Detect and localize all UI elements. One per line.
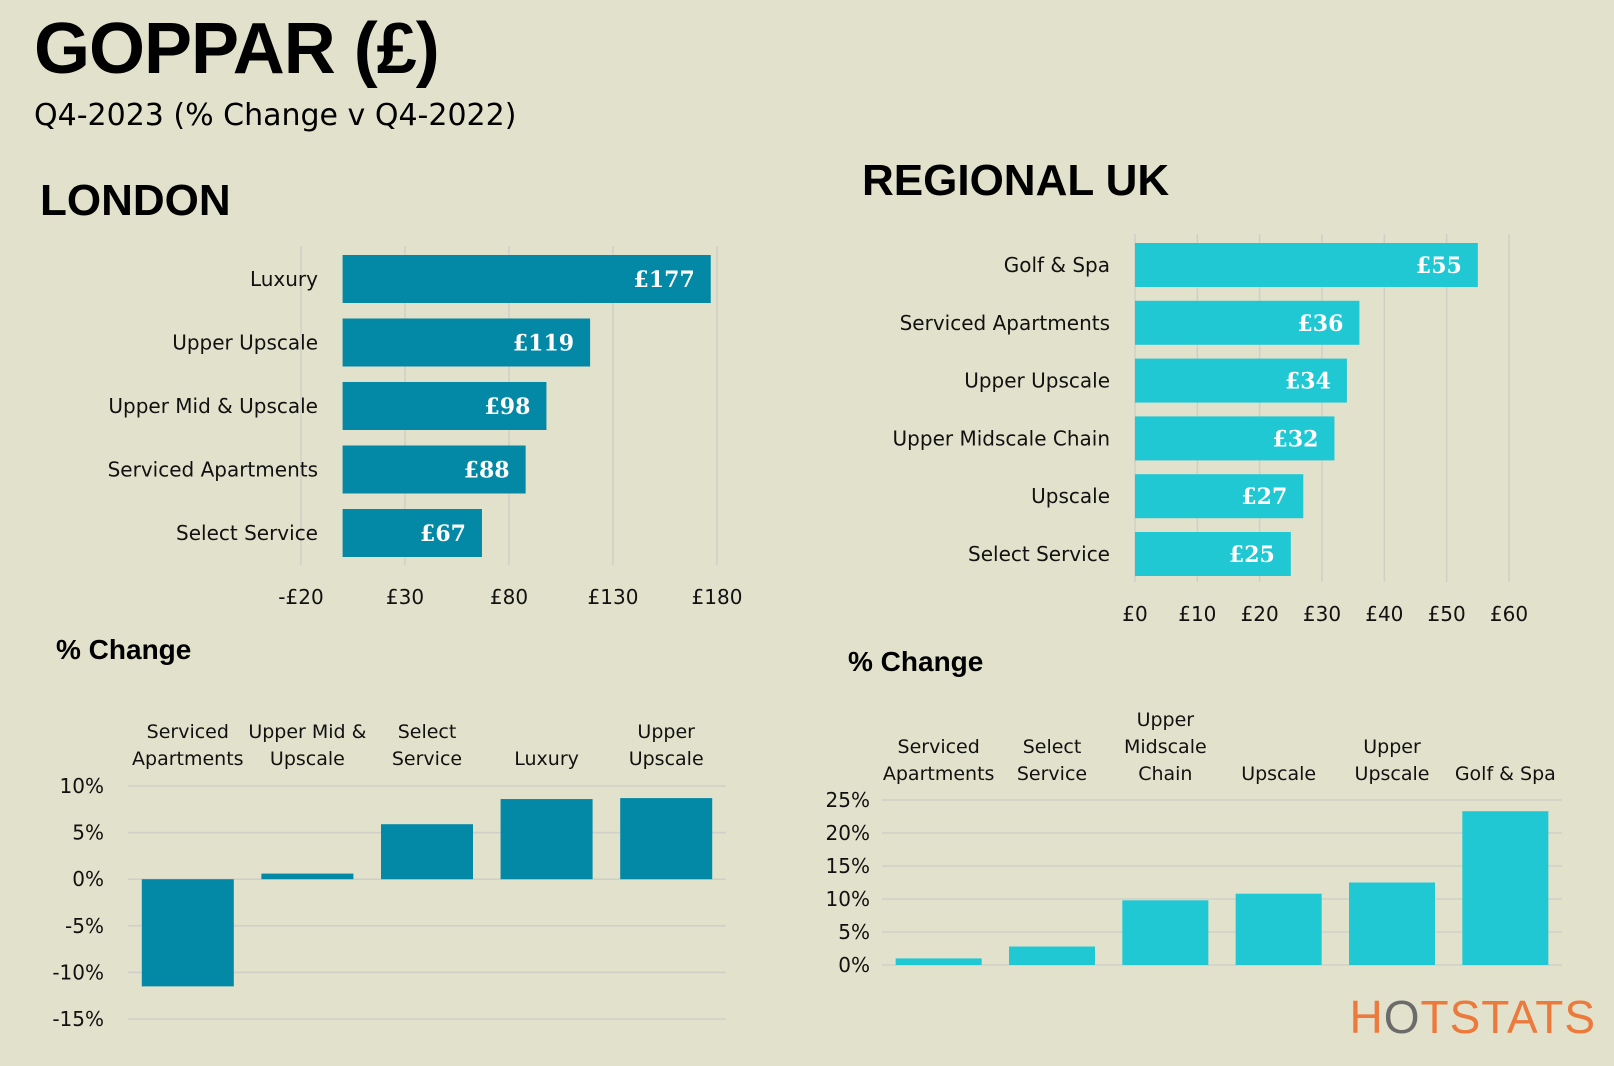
regional-change-category-label: Upscale bbox=[1241, 763, 1316, 785]
logo-text-rest: TSTATS bbox=[1420, 991, 1596, 1043]
regional-goppar-bar bbox=[1135, 300, 1360, 345]
regional-change-category-label: Midscale bbox=[1124, 736, 1207, 758]
regional-change-y-tick-label: 0% bbox=[838, 953, 870, 977]
regional-goppar-x-tick-label: £10 bbox=[1178, 602, 1216, 626]
london-goppar-bar bbox=[342, 509, 482, 557]
regional-goppar-bar bbox=[1135, 243, 1478, 287]
regional-change-bar bbox=[1122, 900, 1209, 965]
london-change-bar bbox=[261, 873, 354, 880]
regional-goppar-data-label: £55 bbox=[1416, 253, 1462, 279]
regional-change-bar bbox=[1235, 893, 1322, 965]
london-change-y-tick-label: -5% bbox=[65, 914, 104, 938]
regional-change-y-tick-label: 20% bbox=[826, 821, 870, 845]
regional-goppar-category-label: Golf & Spa bbox=[1004, 253, 1110, 277]
regional-goppar-data-label: £34 bbox=[1285, 369, 1331, 395]
regional-goppar-data-label: £25 bbox=[1229, 542, 1275, 568]
page-title: GOPPAR (£) bbox=[34, 9, 440, 89]
london-change-y-tick-label: 0% bbox=[72, 867, 104, 891]
london-goppar-category-label: Upper Mid & Upscale bbox=[108, 394, 318, 418]
logo-text-o: O bbox=[1383, 991, 1421, 1043]
regional-goppar-category-label: Upscale bbox=[1031, 484, 1110, 508]
london-change-category-label: Upper bbox=[637, 721, 695, 743]
regional-goppar-category-label: Upper Upscale bbox=[964, 369, 1110, 393]
london-change-category-label: Service bbox=[392, 748, 462, 770]
regional-change-category-label: Serviced bbox=[898, 736, 980, 758]
london-goppar-x-tick-label: £80 bbox=[490, 585, 528, 609]
regional-change-title: % Change bbox=[848, 646, 984, 677]
london-goppar-data-label: £98 bbox=[485, 394, 531, 420]
london-goppar-x-tick-label: £30 bbox=[386, 585, 424, 609]
page-subtitle: Q4-2023 (% Change v Q4-2022) bbox=[34, 98, 517, 133]
london-change-category-label: Apartments bbox=[132, 748, 244, 770]
london-change-category-label: Serviced bbox=[147, 721, 229, 743]
regional-goppar-bar bbox=[1135, 416, 1335, 461]
london-goppar-data-label: £88 bbox=[464, 458, 510, 484]
regional-goppar-category-label: Select Service bbox=[968, 542, 1110, 566]
regional-change-bar bbox=[1462, 811, 1549, 965]
london-goppar-x-tick-label: £130 bbox=[588, 585, 639, 609]
london-change-category-label: Upscale bbox=[270, 748, 345, 770]
regional-change-y-tick-label: 15% bbox=[826, 854, 870, 878]
regional-goppar-x-tick-label: £20 bbox=[1241, 602, 1279, 626]
london-goppar-bar bbox=[342, 382, 547, 430]
regional-change-bar bbox=[1349, 882, 1435, 965]
london-change-category-label: Luxury bbox=[514, 748, 579, 770]
regional-title: REGIONAL UK bbox=[862, 156, 1170, 205]
regional-goppar-x-tick-label: £60 bbox=[1490, 602, 1528, 626]
london-goppar-data-label: £177 bbox=[634, 267, 695, 293]
regional-goppar-x-tick-label: £30 bbox=[1303, 602, 1341, 626]
london-change-category-label: Upscale bbox=[629, 748, 704, 770]
regional-change-bar bbox=[1009, 946, 1095, 965]
hotstats-logo: HOTSTATS bbox=[1349, 990, 1596, 1044]
regional-change-category-label: Upper bbox=[1363, 736, 1421, 758]
london-change-bar bbox=[381, 824, 473, 880]
london-goppar-bar bbox=[342, 445, 526, 494]
london-goppar-x-tick-label: -£20 bbox=[278, 585, 323, 609]
regional-goppar-x-tick-label: £40 bbox=[1365, 602, 1403, 626]
london-goppar-data-label: £119 bbox=[513, 331, 574, 357]
london-title: LONDON bbox=[40, 176, 231, 225]
regional-change-y-tick-label: 5% bbox=[838, 920, 870, 944]
regional-change-y-tick-label: 25% bbox=[826, 788, 870, 812]
regional-change-category-label: Upper bbox=[1137, 709, 1195, 731]
london-change-bar bbox=[620, 798, 713, 880]
regional-change-category-label: Upscale bbox=[1355, 763, 1430, 785]
regional-goppar-bar bbox=[1135, 532, 1291, 576]
london-goppar-category-label: Luxury bbox=[250, 267, 318, 291]
london-change-bar bbox=[500, 799, 593, 880]
london-goppar-x-tick-label: £180 bbox=[692, 585, 743, 609]
london-change-category-label: Upper Mid & bbox=[248, 721, 366, 743]
logo-text-h: H bbox=[1349, 991, 1384, 1043]
regional-goppar-bar bbox=[1135, 474, 1304, 519]
regional-goppar-category-label: Upper Midscale Chain bbox=[893, 426, 1110, 450]
london-change-bar bbox=[141, 879, 234, 987]
london-goppar-category-label: Upper Upscale bbox=[172, 331, 318, 355]
london-goppar-bar bbox=[342, 318, 591, 367]
regional-change-category-label: Service bbox=[1017, 763, 1087, 785]
london-change-title: % Change bbox=[56, 634, 192, 665]
regional-goppar-category-label: Serviced Apartments bbox=[900, 311, 1110, 335]
regional-change-bar bbox=[895, 958, 982, 965]
london-change-y-tick-label: -15% bbox=[52, 1007, 104, 1031]
regional-change-category-label: Chain bbox=[1138, 763, 1192, 785]
london-change-y-tick-label: 5% bbox=[72, 821, 104, 845]
regional-change-category-label: Select bbox=[1023, 736, 1082, 758]
london-goppar-bar bbox=[342, 255, 711, 303]
regional-goppar-data-label: £27 bbox=[1241, 484, 1287, 510]
london-change-category-label: Select bbox=[398, 721, 457, 743]
london-change-y-tick-label: -10% bbox=[52, 960, 104, 984]
regional-goppar-data-label: £36 bbox=[1297, 311, 1343, 337]
london-goppar-category-label: Select Service bbox=[176, 521, 318, 545]
regional-change-category-label: Golf & Spa bbox=[1455, 763, 1556, 785]
regional-change-y-tick-label: 10% bbox=[826, 887, 870, 911]
london-goppar-category-label: Serviced Apartments bbox=[108, 458, 318, 482]
regional-goppar-x-tick-label: £50 bbox=[1428, 602, 1466, 626]
regional-goppar-data-label: £32 bbox=[1273, 426, 1319, 452]
regional-goppar-bar bbox=[1135, 358, 1347, 403]
london-change-y-tick-label: 10% bbox=[60, 774, 104, 798]
regional-change-category-label: Apartments bbox=[883, 763, 995, 785]
regional-goppar-x-tick-label: £0 bbox=[1122, 602, 1147, 626]
london-goppar-data-label: £67 bbox=[420, 521, 466, 547]
